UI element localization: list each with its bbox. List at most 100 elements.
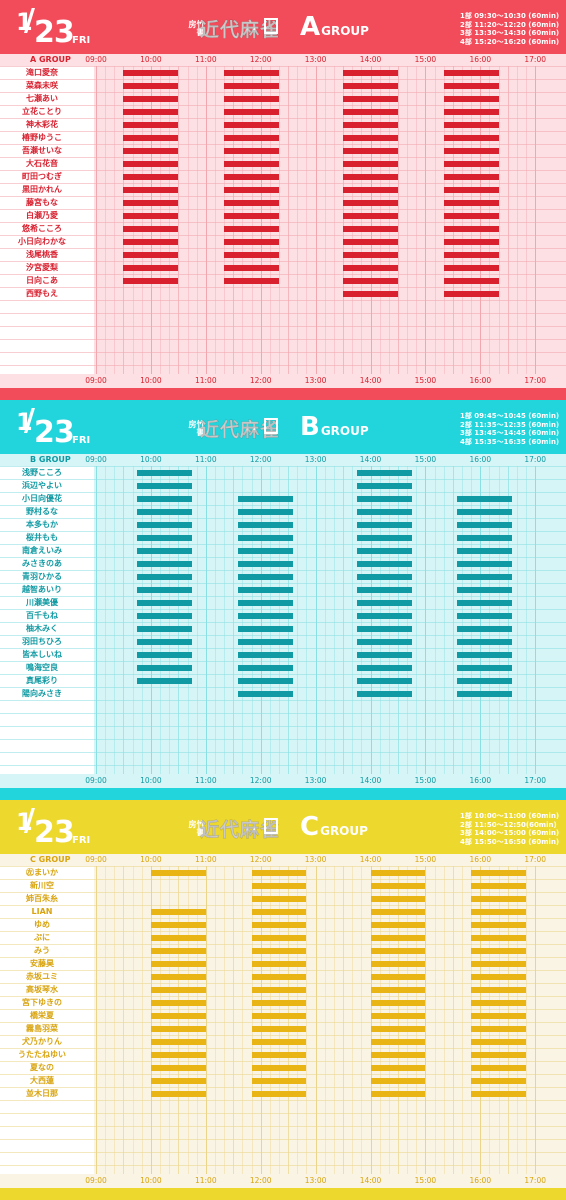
row-divider [0, 687, 566, 688]
member-name: 滝口愛奈 [26, 68, 58, 77]
minor-gridline [443, 454, 445, 774]
session-bar [137, 612, 193, 619]
row-divider [0, 1165, 566, 1166]
session-bar [251, 869, 307, 876]
member-name: 陽向みさき [22, 689, 62, 698]
session-bar [251, 1038, 307, 1045]
minor-gridline [141, 854, 143, 1174]
minor-gridline [233, 454, 235, 774]
minor-gridline [214, 54, 216, 374]
hour-tick-label: 15:00 [414, 376, 437, 385]
session-bar [251, 960, 307, 967]
row-divider [0, 983, 566, 984]
date-month: 1 [16, 8, 33, 36]
session-bar [457, 625, 513, 632]
session-bar [370, 1077, 426, 1084]
minor-gridline [516, 54, 518, 374]
session-bar [237, 677, 293, 684]
session-bar [237, 508, 293, 515]
row-divider [0, 157, 566, 158]
minor-gridline [306, 54, 308, 374]
member-name: 浅尾桃香 [26, 250, 58, 259]
hour-tick-label: 17:00 [524, 376, 546, 385]
minor-gridline [105, 454, 107, 774]
session-bar [443, 147, 499, 154]
member-name: ゆめ [34, 920, 50, 929]
hour-tick-label: 10:00 [140, 776, 162, 785]
date-month: 1 [16, 408, 33, 436]
row-divider [0, 713, 566, 714]
minor-gridline [333, 854, 335, 1174]
session-bar [343, 251, 398, 258]
time-axis-top: 09:00 10:00 11:00 12:00 13:00 14:00 15:00 16:00… [0, 854, 566, 866]
member-name: ぷに [34, 933, 50, 942]
minor-gridline [105, 854, 107, 1174]
session-bar [123, 147, 179, 154]
row-divider [0, 492, 566, 493]
hour-gridline [535, 454, 537, 774]
session-bar [356, 482, 412, 489]
session-bar [443, 108, 499, 115]
row-divider [0, 1126, 566, 1127]
session-bar [443, 212, 499, 219]
member-name: 浅野こころ [22, 468, 62, 477]
session-bar [224, 238, 279, 245]
hour-tick-label: 16:00 [469, 55, 492, 64]
member-name: うたたねゆい [18, 1050, 66, 1059]
row-divider [0, 531, 566, 532]
hour-tick-label: 13:00 [304, 776, 327, 785]
session-bar [343, 277, 398, 284]
session-bar [224, 277, 279, 284]
session-bar [457, 664, 513, 671]
row-divider [0, 1152, 566, 1153]
row-divider [0, 1113, 566, 1114]
hour-tick-label: 13:00 [304, 1176, 327, 1185]
row-divider [0, 996, 566, 997]
session-bar [356, 573, 412, 580]
group-word: GROUP [321, 24, 369, 38]
session-bar [443, 225, 499, 232]
session-bar [471, 1025, 527, 1032]
minor-gridline [187, 54, 189, 374]
row-divider [0, 866, 566, 867]
session-time-1: 1部 10:00〜11:00 (60min) [460, 812, 560, 820]
session-bar [457, 690, 513, 697]
session-time-1: 1部 09:30〜10:30 (60min) [460, 12, 560, 20]
session-bar [251, 882, 307, 889]
minor-gridline [526, 854, 528, 1174]
row-divider [0, 235, 566, 236]
minor-gridline [443, 854, 445, 1174]
minor-gridline [434, 54, 436, 374]
hour-tick-label: 16:00 [469, 1176, 492, 1185]
hour-tick-label: 17:00 [524, 455, 546, 464]
session-bar [123, 69, 179, 76]
hour-tick-label: 11:00 [194, 776, 217, 785]
row-divider [0, 118, 566, 119]
session-schedule: 1部 09:30〜10:30 (60min) 2部 11:20〜12:20 (60… [460, 12, 559, 46]
session-bar [123, 277, 179, 284]
session-bar [224, 160, 279, 167]
date-weekday: FRI [72, 435, 91, 446]
minor-gridline [114, 54, 116, 374]
session-bar [370, 908, 426, 915]
kindai-mahjong-logo: 竹書房 近代麻雀 [188, 814, 284, 841]
minor-gridline [297, 454, 299, 774]
hour-tick-label: 16:00 [469, 376, 492, 385]
hour-tick-label: 10:00 [140, 376, 162, 385]
group-heading: BGROUP [300, 412, 369, 442]
session-bar [123, 121, 179, 128]
member-name: 白瀬乃愛 [26, 211, 58, 220]
session-bar [150, 869, 206, 876]
group-corner-label: A GROUP [30, 55, 71, 64]
session-bar [251, 908, 307, 915]
session-bar [343, 69, 398, 76]
logo-badge-icon [264, 418, 278, 434]
session-bar [343, 264, 398, 271]
session-bar [471, 882, 527, 889]
minor-gridline [416, 454, 418, 774]
hour-tick-label: 12:00 [249, 776, 272, 785]
member-name: 青羽ひかる [22, 572, 62, 581]
hour-tick-label: 17:00 [524, 855, 546, 864]
group-panel-b: 1/23 FRI 竹書房 近代麻雀 BGROUP 1部 09:45〜10:45 (60mi… [0, 400, 566, 800]
hour-tick-label: 15:00 [414, 855, 437, 864]
